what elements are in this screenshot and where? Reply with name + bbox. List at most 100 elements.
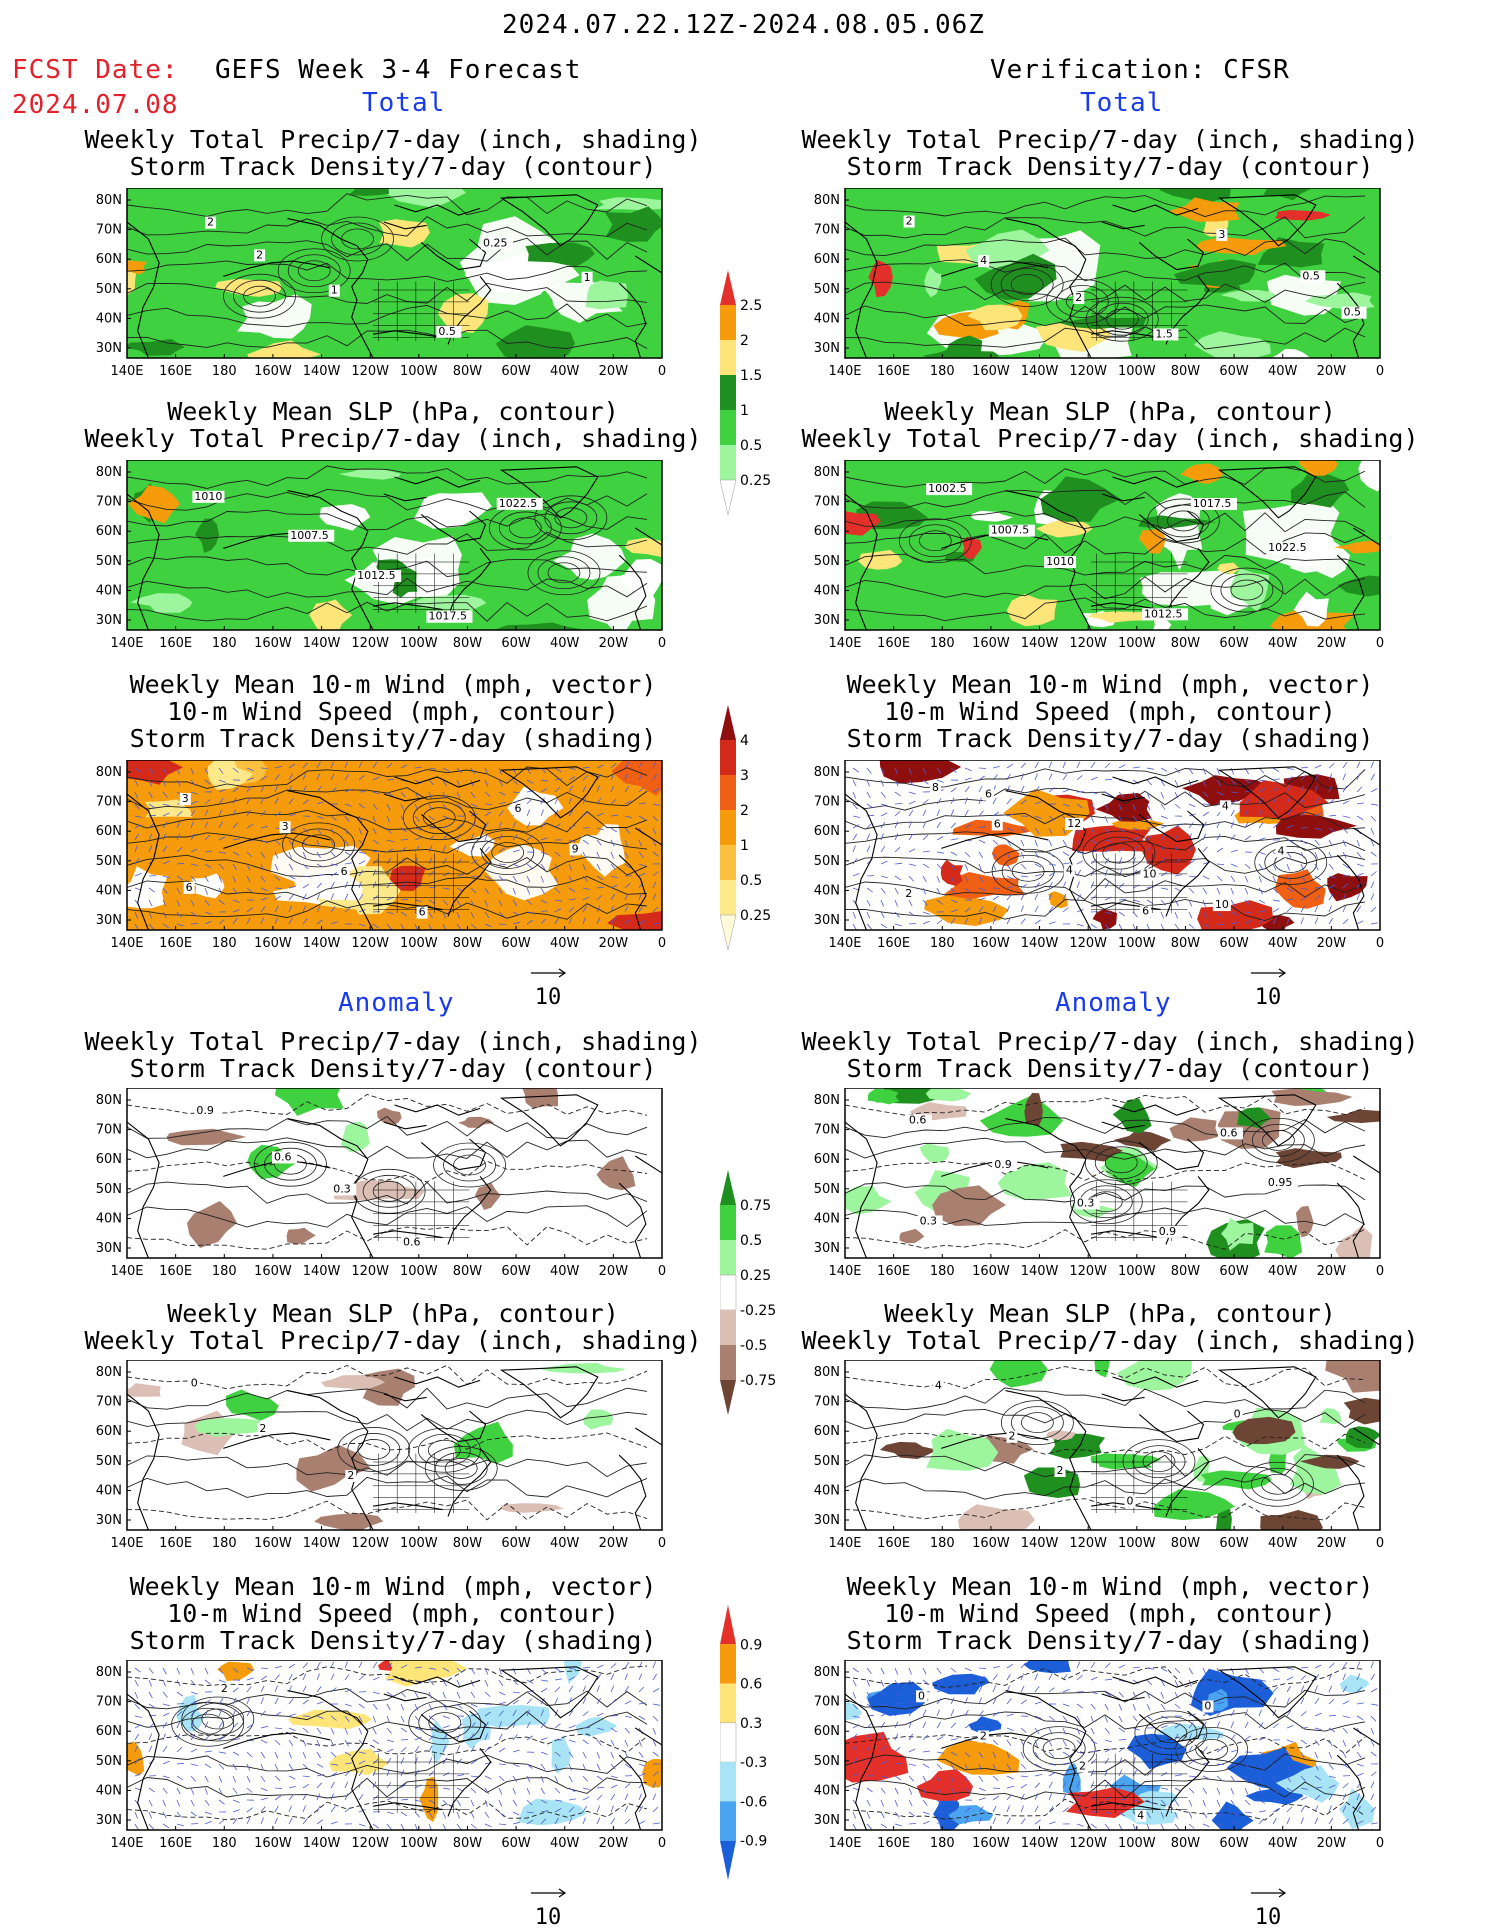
lon-label: 60W: [1219, 1836, 1249, 1851]
lon-label: 160W: [972, 1836, 1010, 1851]
lon-label: 140E: [110, 1264, 143, 1279]
lon-label: 160W: [254, 364, 292, 379]
contour-label: 12: [1067, 817, 1081, 830]
contour-label: 1002.5: [928, 482, 967, 495]
vector-key-label: 10: [1243, 985, 1293, 1010]
lon-label: 40W: [550, 364, 580, 379]
lon-label: 0: [658, 1536, 666, 1551]
lon-label: 120W: [1069, 636, 1107, 651]
vector-key-arrow: [1243, 1887, 1293, 1899]
wind-vector: [261, 768, 268, 769]
contour-label: 0.9: [196, 1104, 214, 1117]
colorbar-label: 0.5: [740, 873, 762, 889]
contour-label: 0: [191, 1377, 198, 1390]
lon-label: 0: [1376, 936, 1384, 951]
lat-label: 60N: [814, 1724, 840, 1739]
lat-label: 60N: [96, 824, 122, 839]
lon-label: 80W: [453, 364, 483, 379]
colorbar-label: 2: [740, 333, 749, 349]
colorbar-segment: [720, 1275, 736, 1310]
lon-label: 160E: [159, 1264, 192, 1279]
colorbar-label: 0.5: [740, 1233, 762, 1249]
lat-label: 30N: [814, 613, 840, 628]
wind-vector: [1203, 804, 1210, 805]
contour-label: 3: [282, 820, 289, 833]
lat-label: 80N: [96, 1365, 122, 1380]
colorbar-segment: [720, 1170, 736, 1205]
lon-label: 100W: [1118, 1836, 1156, 1851]
lon-label: 160E: [877, 364, 910, 379]
lat-label: 50N: [814, 1754, 840, 1769]
lat-label: 40N: [814, 883, 840, 898]
wind-vector: [401, 1740, 408, 1741]
title-fc-total-precip: Weekly Total Precip/7-day (inch, shading…: [83, 126, 703, 180]
lat-label: 40N: [96, 583, 122, 598]
contour-label: 2: [256, 248, 263, 261]
lon-label: 140W: [303, 1836, 341, 1851]
colorbar-svg: 0.750.50.25-0.25-0.5-0.75: [720, 1170, 790, 1415]
lon-label: 80W: [453, 1264, 483, 1279]
colorbar-label: 0.25: [740, 473, 771, 489]
vector-key: 10: [523, 960, 573, 1010]
lon-label: 140E: [828, 636, 861, 651]
lon-label: 160W: [254, 636, 292, 651]
lon-label: 80W: [453, 636, 483, 651]
lon-label: 160E: [877, 636, 910, 651]
lon-label: 100W: [400, 1836, 438, 1851]
contour-label: 1: [584, 271, 591, 284]
colorbar-segment: [720, 705, 736, 740]
vector-key: 10: [1243, 1880, 1293, 1930]
lon-label: 100W: [400, 936, 438, 951]
lat-label: 70N: [814, 1395, 840, 1410]
colorbar-segment: [720, 445, 736, 480]
contour-label: 0: [1127, 1494, 1134, 1507]
lon-label: 100W: [1118, 636, 1156, 651]
lat-label: 40N: [814, 1211, 840, 1226]
lat-label: 50N: [96, 1754, 122, 1769]
lat-label: 30N: [814, 341, 840, 356]
colorbar-segment: [720, 305, 736, 340]
lat-label: 70N: [814, 795, 840, 810]
contour-label: 1010: [194, 490, 222, 503]
colorbar-segment: [720, 1205, 736, 1240]
lat-label: 80N: [96, 1093, 122, 1108]
contour-label: 2: [1075, 291, 1082, 304]
title-ver-anom-slp: Weekly Mean SLP (hPa, contour)Weekly Tot…: [800, 1300, 1420, 1354]
lon-label: 80W: [453, 1836, 483, 1851]
lon-label: 140E: [828, 364, 861, 379]
lon-label: 160W: [972, 636, 1010, 651]
contour-label: 1022.5: [1268, 541, 1307, 554]
lat-label: 60N: [814, 252, 840, 267]
lat-label: 60N: [96, 1152, 122, 1167]
lon-label: 80W: [1171, 936, 1201, 951]
colorbar-segment: [720, 1644, 736, 1683]
lon-label: 60W: [501, 1264, 531, 1279]
colorbar-svg: 2.521.510.50.25: [720, 270, 790, 515]
lon-label: 0: [658, 636, 666, 651]
lat-label: 70N: [96, 1695, 122, 1710]
lon-label: 100W: [1118, 364, 1156, 379]
colorbar-segment: [720, 845, 736, 880]
contour-label: 4: [935, 1379, 942, 1392]
colorbar-segment: [720, 410, 736, 445]
lon-label: 160E: [877, 1836, 910, 1851]
section-anomaly-left: Anomaly: [338, 988, 455, 1018]
lon-label: 0: [658, 936, 666, 951]
contour-label: 0.6: [274, 1150, 292, 1163]
lon-label: 160E: [159, 1836, 192, 1851]
lon-label: 60W: [501, 636, 531, 651]
lon-label: 0: [658, 1836, 666, 1851]
title-fc-total-slp: Weekly Mean SLP (hPa, contour)Weekly Tot…: [83, 398, 703, 452]
lat-label: 80N: [96, 765, 122, 780]
lat-label: 80N: [814, 765, 840, 780]
contour-label: 2: [259, 1422, 266, 1435]
lat-label: 50N: [814, 554, 840, 569]
